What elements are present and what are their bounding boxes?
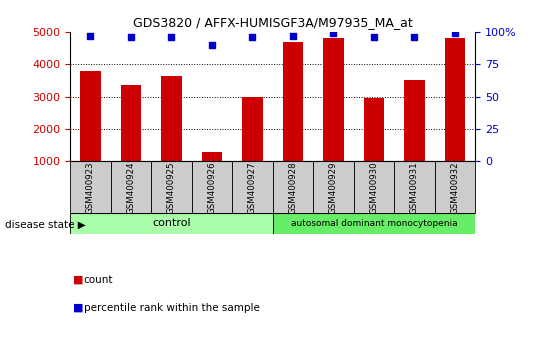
Text: GSM400929: GSM400929 <box>329 161 338 213</box>
Point <box>288 33 297 39</box>
Text: autosomal dominant monocytopenia: autosomal dominant monocytopenia <box>291 219 457 228</box>
Point <box>450 30 459 36</box>
Point <box>126 34 135 40</box>
Bar <box>364 98 384 161</box>
Bar <box>121 85 141 161</box>
Bar <box>232 161 273 213</box>
Bar <box>151 161 192 213</box>
Bar <box>323 38 343 161</box>
Title: GDS3820 / AFFX-HUMISGF3A/M97935_MA_at: GDS3820 / AFFX-HUMISGF3A/M97935_MA_at <box>133 16 413 29</box>
Text: GSM400930: GSM400930 <box>369 161 379 214</box>
Bar <box>80 71 100 161</box>
Text: count: count <box>84 275 113 285</box>
Text: GSM400927: GSM400927 <box>248 161 257 214</box>
Point <box>329 30 338 36</box>
Bar <box>192 161 232 213</box>
Bar <box>273 213 475 234</box>
Bar <box>273 161 313 213</box>
Text: GSM400932: GSM400932 <box>450 161 460 214</box>
Bar <box>283 41 303 161</box>
Text: GSM400925: GSM400925 <box>167 161 176 214</box>
Bar <box>354 161 394 213</box>
Text: ■: ■ <box>73 275 83 285</box>
Bar <box>445 38 465 161</box>
Bar <box>70 161 111 213</box>
Text: percentile rank within the sample: percentile rank within the sample <box>84 303 260 313</box>
Text: GSM400928: GSM400928 <box>288 161 298 214</box>
Point <box>410 34 419 40</box>
Bar <box>70 213 273 234</box>
Bar <box>313 161 354 213</box>
Point <box>167 34 176 40</box>
Text: GSM400923: GSM400923 <box>86 161 95 214</box>
Bar <box>202 152 222 161</box>
Point <box>207 42 216 48</box>
Bar <box>435 161 475 213</box>
Bar <box>394 161 435 213</box>
Text: ■: ■ <box>73 303 83 313</box>
Bar <box>242 97 262 161</box>
Text: disease state ▶: disease state ▶ <box>5 220 86 230</box>
Point <box>248 34 257 40</box>
Text: GSM400924: GSM400924 <box>126 161 136 214</box>
Bar <box>404 80 424 161</box>
Point <box>86 33 95 39</box>
Text: GSM400931: GSM400931 <box>410 161 419 214</box>
Bar <box>161 76 181 161</box>
Bar <box>111 161 151 213</box>
Text: control: control <box>152 218 191 228</box>
Point <box>369 34 378 40</box>
Text: GSM400926: GSM400926 <box>207 161 217 214</box>
